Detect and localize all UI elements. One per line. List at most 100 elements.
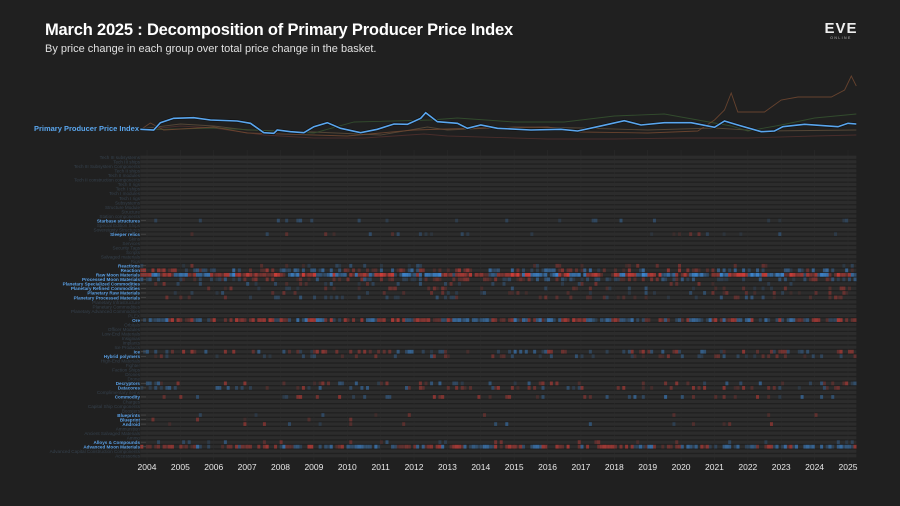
heatmap-cell [287, 422, 291, 426]
heatmap-cells [140, 218, 857, 449]
heatmap-cell [508, 395, 512, 399]
heatmap-cell [154, 349, 158, 354]
heatmap-cell [650, 272, 654, 277]
heatmap-cell [326, 381, 330, 386]
heatmap-cell [296, 218, 300, 223]
heatmap-cell [324, 295, 328, 300]
heatmap-cell [184, 272, 188, 277]
heatmap-cell [159, 272, 163, 277]
heatmap-cell [758, 277, 762, 282]
heatmap-cell [274, 295, 278, 300]
heatmap-cell [797, 349, 801, 354]
heatmap-cell [335, 444, 339, 449]
heatmap-cell [385, 440, 389, 445]
heatmap-cell [499, 272, 503, 277]
heatmap-cell [664, 381, 668, 386]
heatmap-cell [491, 281, 495, 286]
heatmap-cell [349, 440, 353, 445]
heatmap-cell [703, 291, 707, 295]
heatmap-cell [154, 386, 158, 390]
heatmap-cell [235, 444, 239, 449]
heatmap-cell [803, 277, 807, 282]
heatmap-cell [839, 295, 843, 300]
heatmap-cell [377, 349, 381, 354]
heatmap-cell [438, 381, 442, 386]
heatmap-cell [811, 444, 815, 449]
heatmap-cell [483, 277, 486, 282]
heatmap-cell [644, 291, 648, 295]
heatmap-cell [722, 268, 726, 273]
heatmap-cell [315, 272, 319, 277]
heatmap-cell [522, 268, 525, 273]
heatmap-cell [519, 272, 523, 277]
heatmap-cell [296, 272, 300, 277]
row-label: Insignias [122, 336, 141, 341]
row-label: Planetary Specialized Commodities [63, 282, 141, 287]
heatmap-cell [196, 318, 200, 322]
heatmap-cell [438, 268, 442, 273]
heatmap-cell [407, 386, 411, 390]
heatmap-cell [438, 444, 442, 449]
heatmap-cell [722, 349, 726, 354]
heatmap-cell [335, 263, 339, 268]
x-tick-label: 2015 [505, 462, 524, 472]
heatmap-cell [792, 444, 796, 449]
heatmap-cell [847, 286, 851, 291]
heatmap-cell [847, 444, 851, 449]
heatmap-cell [591, 272, 595, 277]
heatmap-cell [449, 272, 453, 277]
heatmap-cell [783, 286, 787, 291]
heatmap-cell [402, 422, 406, 426]
heatmap-cell [254, 277, 258, 282]
heatmap-cell [265, 386, 269, 390]
heatmap-cell [622, 272, 626, 277]
heatmap-cell [828, 272, 832, 277]
heatmap-cell [786, 268, 790, 273]
heatmap-cell [769, 349, 773, 354]
heatmap-cell [733, 318, 737, 322]
heatmap-cell [418, 318, 422, 322]
heatmap-cell [299, 444, 303, 449]
heatmap-cell [803, 318, 807, 322]
heatmap-cell [669, 444, 673, 449]
heatmap-cell [182, 263, 186, 268]
row-label: Rigs [131, 259, 141, 264]
heatmap-cell [658, 272, 662, 277]
heatmap-cell [399, 268, 403, 273]
heatmap-cell [636, 318, 640, 322]
heatmap-cell [661, 444, 665, 449]
heatmap-cell [466, 349, 470, 354]
heatmap-cell [831, 381, 835, 386]
heatmap-cell [274, 444, 278, 449]
heatmap-cell [404, 318, 408, 322]
heatmap-cell [466, 268, 470, 273]
heatmap-cell [494, 444, 498, 449]
heatmap-cell [544, 277, 548, 282]
heatmap-cell [260, 263, 264, 268]
heatmap-cell [193, 444, 197, 449]
heatmap-cell [162, 318, 166, 322]
heatmap-cell [418, 232, 422, 237]
heatmap-cell [296, 395, 300, 399]
heatmap-cell [441, 291, 445, 295]
heatmap-cell [549, 354, 553, 359]
heatmap-cell [301, 354, 305, 359]
heatmap-cell [182, 272, 186, 277]
heatmap-cell [808, 295, 812, 300]
heatmap-cell [627, 349, 631, 354]
heatmap-cell [494, 422, 498, 426]
heatmap-cell [315, 277, 319, 282]
heatmap-cell [223, 272, 227, 277]
heatmap-cell [630, 444, 634, 449]
heatmap-cell [190, 263, 194, 268]
row-label: Ore [132, 318, 140, 323]
heatmap-cell [287, 318, 291, 322]
heatmap-cell [814, 277, 818, 282]
heatmap-cell [457, 272, 461, 277]
heatmap-cell [669, 272, 673, 277]
heatmap-cell [700, 272, 704, 277]
heatmap-cell [207, 272, 211, 277]
heatmap-cell [728, 268, 732, 273]
heatmap-cell [151, 268, 155, 273]
heatmap-cell [287, 272, 291, 277]
